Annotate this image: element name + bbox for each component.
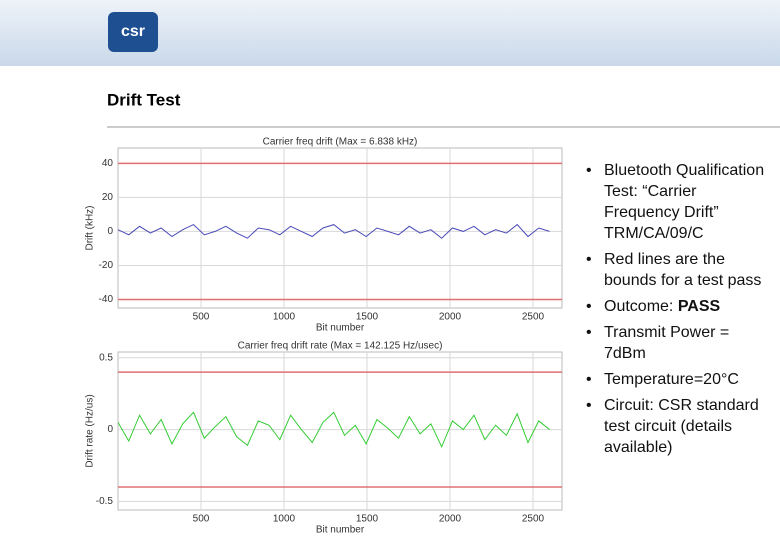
y-axis-label: Drift rate (Hz/us) — [85, 394, 96, 467]
y-tick-label: -0.5 — [96, 496, 114, 507]
bullet-text: Transmit Power = 7dBm — [604, 324, 730, 362]
bullet-text: Outcome: — [604, 298, 674, 315]
x-tick-label: 500 — [193, 312, 210, 323]
x-tick-label: 1500 — [356, 514, 379, 525]
y-tick-label: 0 — [107, 226, 113, 237]
x-axis-label: Bit number — [316, 323, 365, 334]
bullet: Temperature=20°C — [584, 369, 774, 390]
x-tick-label: 1500 — [356, 312, 379, 323]
chart-title: Carrier freq drift (Max = 6.838 kHz) — [263, 137, 418, 148]
x-tick-label: 1000 — [273, 514, 296, 525]
chart-title: Carrier freq drift rate (Max = 142.125 H… — [238, 341, 443, 352]
bullet-text: PASS — [677, 298, 721, 315]
bullet: Outcome: PASS — [584, 296, 774, 317]
bullet-text: Red lines are the bounds for a test pass — [604, 251, 762, 289]
bullet-list: Bluetooth Qualification Test: “Carrier F… — [584, 160, 774, 463]
y-tick-label: -20 — [99, 260, 114, 271]
x-tick-label: 2500 — [522, 312, 545, 323]
logo: csr — [121, 23, 145, 40]
bullet-text: Temperature=20°C — [604, 371, 739, 388]
bullet-text: Bluetooth Qualification Test: “Carrier F… — [604, 162, 765, 242]
x-tick-label: 1000 — [273, 312, 296, 323]
plot-area — [117, 351, 563, 511]
bullet: Bluetooth Qualification Test: “Carrier F… — [584, 160, 774, 244]
x-tick-label: 2000 — [439, 312, 462, 323]
slide-title: Drift Test — [107, 90, 181, 109]
x-axis-label: Bit number — [316, 525, 365, 536]
y-tick-label: -40 — [99, 294, 114, 305]
x-tick-label: 500 — [193, 514, 210, 525]
bullet: Transmit Power = 7dBm — [584, 322, 774, 364]
data-line — [117, 223, 550, 239]
bullet: Red lines are the bounds for a test pass — [584, 249, 774, 291]
x-tick-label: 2500 — [522, 514, 545, 525]
x-tick-label: 2000 — [439, 514, 462, 525]
y-tick-label: 20 — [102, 192, 114, 203]
y-axis-label: Drift (kHz) — [85, 206, 96, 251]
y-tick-label: 40 — [102, 158, 114, 169]
bullet: Circuit: CSR standard test circuit (deta… — [584, 395, 774, 458]
plot-area — [117, 147, 563, 309]
logo-box — [108, 12, 158, 52]
y-tick-label: 0.5 — [99, 352, 113, 363]
y-tick-label: 0 — [107, 424, 113, 435]
bullet-text: Circuit: CSR standard test circuit (deta… — [604, 397, 759, 456]
data-line — [117, 411, 550, 449]
